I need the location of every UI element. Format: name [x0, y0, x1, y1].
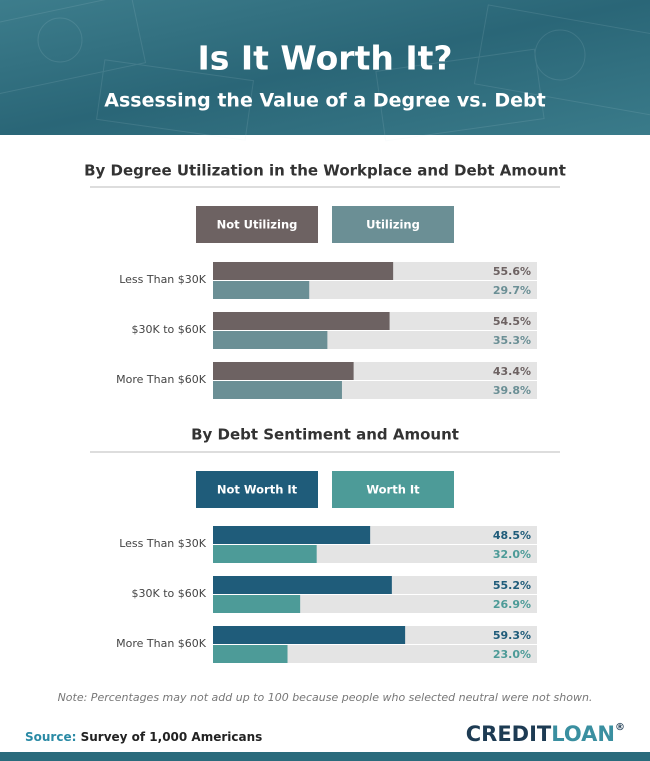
category-label: More Than $60K — [116, 373, 207, 386]
value-label: 23.0% — [493, 648, 531, 661]
subtitle: Assessing the Value of a Degree vs. Debt — [104, 90, 545, 112]
value-label: 26.9% — [493, 598, 531, 611]
bar-track — [213, 645, 537, 663]
bar — [213, 545, 317, 563]
value-label: 55.2% — [493, 579, 531, 592]
chart-title: By Debt Sentiment and Amount — [191, 426, 459, 444]
legend-label: Worth It — [366, 483, 420, 497]
logo: CREDITLOAN® — [466, 722, 625, 746]
header-background — [0, 0, 650, 135]
bar — [213, 262, 394, 280]
bar — [213, 626, 406, 644]
bar — [213, 362, 354, 380]
value-label: 55.6% — [493, 265, 531, 278]
header-pattern — [0, 0, 650, 142]
title: Is It Worth It? — [197, 39, 452, 78]
legend-label: Not Utilizing — [217, 218, 298, 232]
chart-title: By Degree Utilization in the Workplace a… — [84, 162, 566, 180]
legend-swatch — [196, 206, 318, 243]
value-label: 32.0% — [493, 548, 531, 561]
category-label: $30K to $60K — [132, 323, 207, 336]
value-label: 29.7% — [493, 284, 531, 297]
bar — [213, 381, 342, 399]
bar — [213, 595, 301, 613]
value-label: 35.3% — [493, 334, 531, 347]
source-label: Source: — [25, 730, 76, 744]
value-label: 59.3% — [493, 629, 531, 642]
category-label: $30K to $60K — [132, 587, 207, 600]
value-label: 48.5% — [493, 529, 531, 542]
bar — [213, 312, 390, 330]
category-label: Less Than $30K — [119, 537, 207, 550]
bar — [213, 281, 310, 299]
bar — [213, 526, 371, 544]
bar — [213, 645, 288, 663]
legend-swatch — [196, 471, 318, 508]
bar — [213, 331, 328, 349]
value-label: 43.4% — [493, 365, 531, 378]
value-label: 54.5% — [493, 315, 531, 328]
note: Note: Percentages may not add up to 100 … — [58, 691, 593, 704]
footer-stripe — [0, 752, 650, 761]
logo-loan: LOAN — [551, 722, 615, 746]
legend-swatch — [332, 471, 454, 508]
legend-swatch — [332, 206, 454, 243]
value-label: 39.8% — [493, 384, 531, 397]
source-text: Survey of 1,000 Americans — [81, 730, 263, 744]
legend-label: Not Worth It — [217, 483, 298, 497]
category-label: More Than $60K — [116, 637, 207, 650]
logo-credit: CREDIT — [466, 722, 552, 746]
legend-label: Utilizing — [366, 218, 420, 232]
bar — [213, 576, 392, 594]
logo-mark: ® — [615, 722, 625, 733]
category-label: Less Than $30K — [119, 273, 207, 286]
source: Source: Survey of 1,000 Americans — [25, 730, 262, 744]
